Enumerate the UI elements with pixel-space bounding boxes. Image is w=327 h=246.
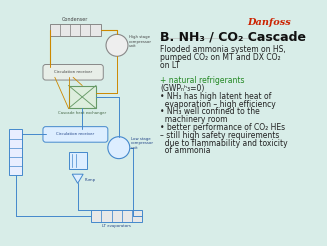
Text: • better performance of CO₂ HEs: • better performance of CO₂ HEs xyxy=(160,123,285,132)
Text: Flooded ammonia system on HS,: Flooded ammonia system on HS, xyxy=(160,45,286,54)
Polygon shape xyxy=(72,174,83,183)
Text: evaporation – high efficiency: evaporation – high efficiency xyxy=(160,100,276,109)
Text: – still high safety requirements: – still high safety requirements xyxy=(160,131,279,140)
Text: pumped CO₂ on MT and DX CO₂: pumped CO₂ on MT and DX CO₂ xyxy=(160,53,281,62)
Text: Circulation receiver: Circulation receiver xyxy=(56,132,95,137)
Text: machinery room: machinery room xyxy=(160,115,228,124)
Bar xyxy=(69,86,96,108)
Text: due to flammability and toxicity: due to flammability and toxicity xyxy=(160,138,287,148)
FancyBboxPatch shape xyxy=(43,127,108,142)
Text: Danfoss: Danfoss xyxy=(247,18,291,27)
Text: LT evaporators: LT evaporators xyxy=(102,224,131,228)
Text: Condenser: Condenser xyxy=(62,17,89,22)
Ellipse shape xyxy=(108,137,130,159)
Text: • NH₃ has high latent heat of: • NH₃ has high latent heat of xyxy=(160,92,271,101)
Bar xyxy=(50,24,100,36)
Text: Cascade heat exchanger: Cascade heat exchanger xyxy=(58,111,106,115)
Text: High stage
compressor
unit: High stage compressor unit xyxy=(129,35,152,48)
Text: + natural refrigerants: + natural refrigerants xyxy=(160,77,245,85)
Text: Pump: Pump xyxy=(85,178,96,182)
Bar xyxy=(91,210,142,222)
Bar xyxy=(69,152,87,169)
Ellipse shape xyxy=(106,34,128,56)
Text: on LT: on LT xyxy=(160,61,180,70)
Bar xyxy=(9,129,22,175)
Text: Low stage
compressor
unit: Low stage compressor unit xyxy=(131,137,154,150)
Text: B. NH₃ / CO₂ Cascade: B. NH₃ / CO₂ Cascade xyxy=(160,31,306,44)
Text: • NH₃ well confined to the: • NH₃ well confined to the xyxy=(160,108,260,116)
Text: of ammonia: of ammonia xyxy=(160,146,211,155)
Text: (GWPₙʰ₃=0): (GWPₙʰ₃=0) xyxy=(160,84,204,93)
FancyBboxPatch shape xyxy=(43,64,103,80)
Text: Circulation receiver: Circulation receiver xyxy=(54,70,92,74)
